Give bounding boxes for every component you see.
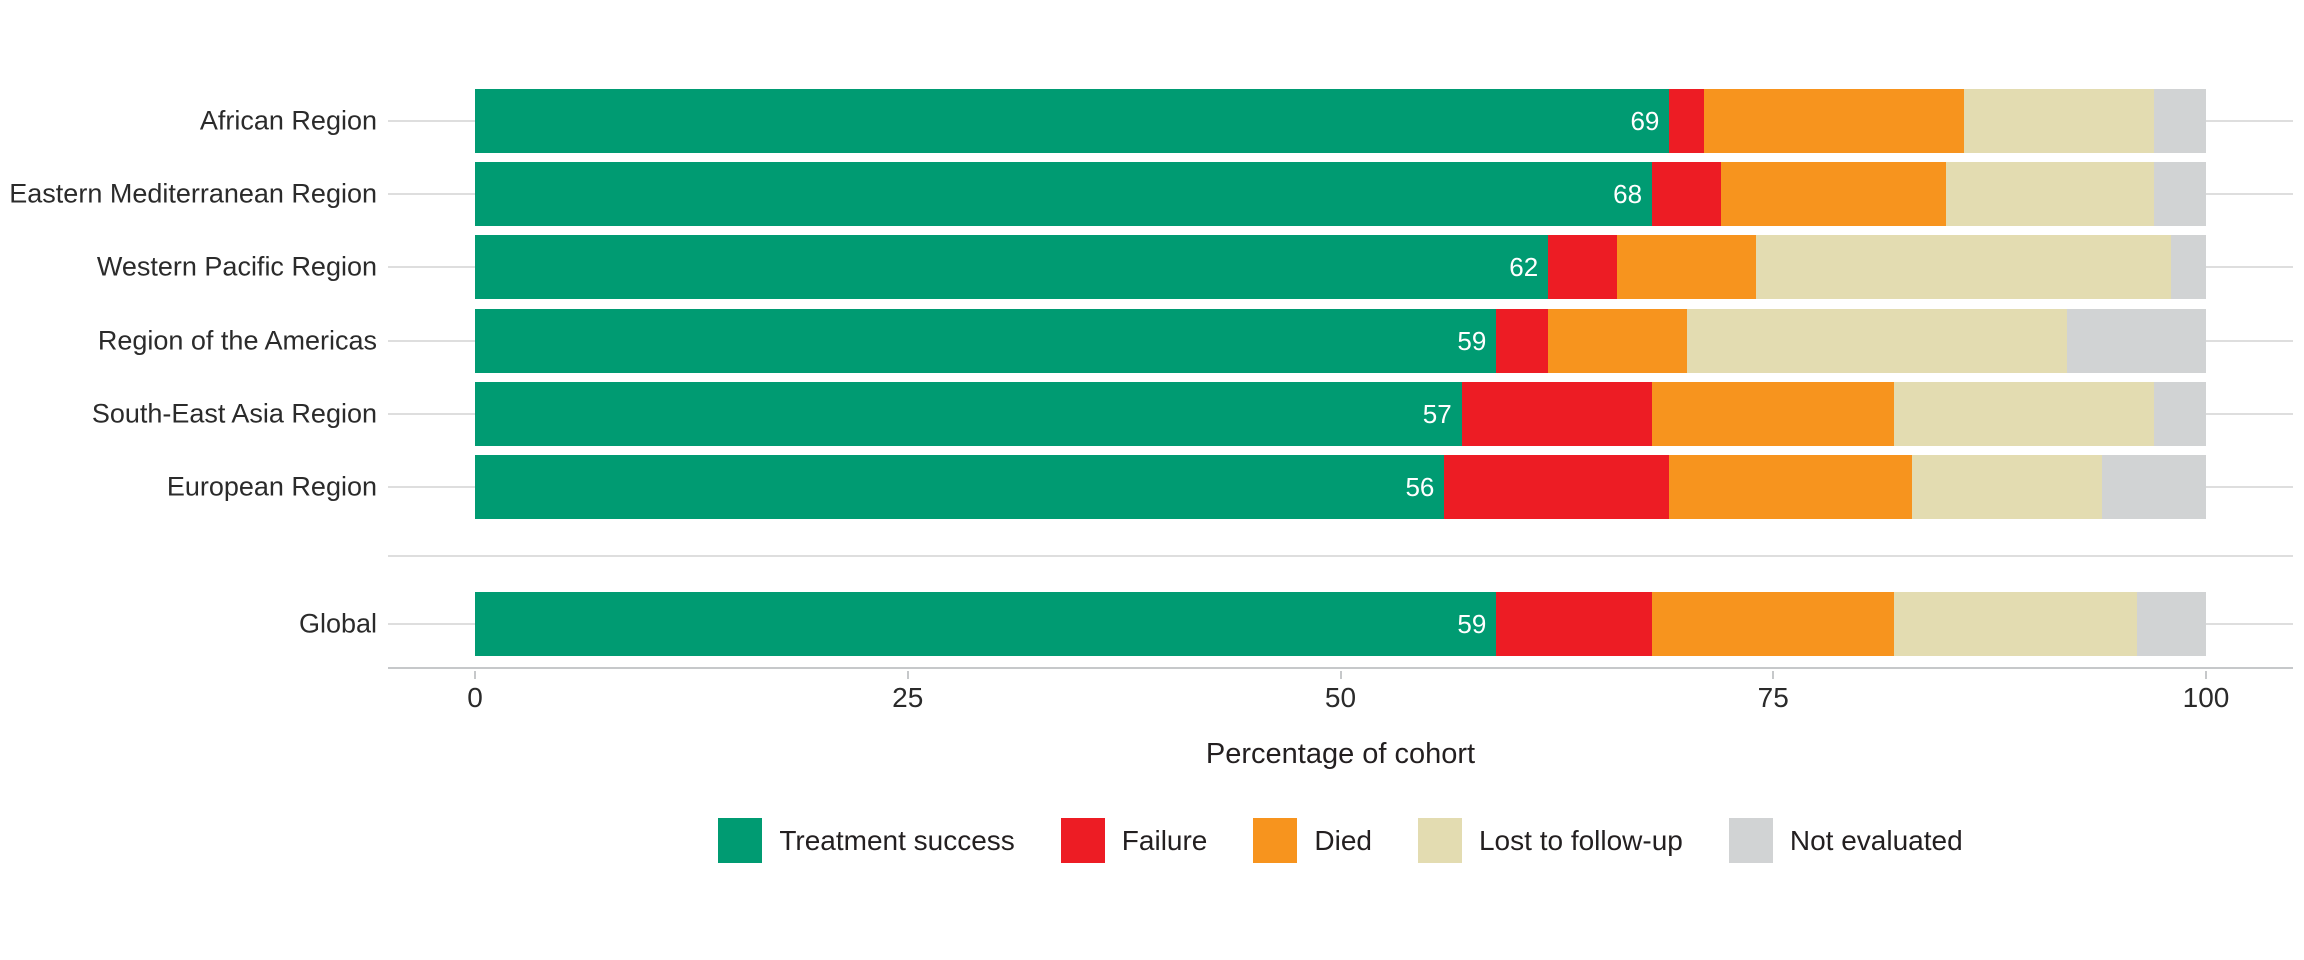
bar-segment-treatment-success: 56 — [475, 455, 1445, 519]
bar-segment-died — [1617, 235, 1756, 299]
bar-segment-treatment-success: 59 — [475, 309, 1497, 373]
legend-item-died: Died — [1253, 818, 1372, 863]
bar-segment-failure — [1444, 455, 1670, 519]
category-label-european-region: European Region — [166, 471, 377, 502]
bar-segment-lost-to-follow-up — [1894, 592, 2137, 656]
x-axis-title: Percentage of cohort — [1205, 738, 1476, 770]
bar-segment-died — [1652, 382, 1895, 446]
bar-segment-not-evaluated — [2171, 235, 2206, 299]
bar-segment-not-evaluated — [2102, 455, 2206, 519]
legend-item-failure: Failure — [1060, 818, 1208, 863]
bar-segment-died — [1703, 89, 1964, 153]
legend-label: Treatment success — [779, 824, 1015, 856]
category-label-western-pacific-region: Western Pacific Region — [96, 251, 377, 282]
bar-segment-lost-to-follow-up — [1946, 162, 2155, 226]
legend: Treatment success Failure Died Lost to foll… — [388, 818, 2293, 863]
bar-row-european-region: 56 — [475, 455, 2206, 519]
legend-label: Not evaluated — [1789, 824, 1963, 856]
bar-segment-failure — [1652, 162, 1722, 226]
bar-segment-lost-to-follow-up — [1911, 455, 2103, 519]
legend-label: Died — [1314, 824, 1372, 856]
legend-swatch-treatment-success — [718, 818, 763, 863]
bar-row-western-pacific-region: 62 — [475, 235, 2206, 299]
bar-segment-treatment-success: 68 — [475, 162, 1653, 226]
legend-label: Lost to follow-up — [1478, 824, 1683, 856]
bar-segment-treatment-success: 62 — [475, 235, 1549, 299]
plot-panel: 69 68 62 59 57 56 59 — [388, 0, 2293, 669]
bar-row-region-of-the-americas: 59 — [475, 309, 2206, 373]
bar-segment-lost-to-follow-up — [1755, 235, 2172, 299]
y-axis-category-labels: African Region Eastern Mediterranean Regi… — [0, 0, 377, 669]
bar-segment-not-evaluated — [2154, 382, 2206, 446]
bar-segment-failure — [1461, 382, 1653, 446]
x-tick-label-75: 75 — [1757, 682, 1789, 713]
gridline — [388, 555, 2293, 557]
legend-swatch-not-evaluated — [1728, 818, 1773, 863]
bar-segment-failure — [1496, 592, 1653, 656]
category-label-south-east-asia-region: South-East Asia Region — [91, 398, 377, 429]
legend-label: Failure — [1121, 824, 1208, 856]
legend-item-not-evaluated: Not evaluated — [1728, 818, 1963, 863]
x-tick-label-100: 100 — [2182, 682, 2230, 713]
bar-segment-failure — [1669, 89, 1704, 153]
x-tick-mark — [1772, 671, 1775, 679]
x-tick-mark — [1339, 671, 1342, 679]
x-tick-mark — [906, 671, 909, 679]
bar-segment-not-evaluated — [2067, 309, 2206, 373]
legend-swatch-died — [1253, 818, 1298, 863]
x-tick-label-0: 0 — [467, 682, 483, 713]
bar-value-label: 56 — [1405, 472, 1435, 502]
bar-row-south-east-asia-region: 57 — [475, 382, 2206, 446]
bar-row-african-region: 69 — [475, 89, 2206, 153]
legend-swatch-failure — [1060, 818, 1105, 863]
bar-value-label: 59 — [1457, 326, 1487, 356]
legend-item-lost-to-follow-up: Lost to follow-up — [1417, 818, 1683, 863]
bar-segment-failure — [1548, 235, 1618, 299]
bar-segment-treatment-success: 69 — [475, 89, 1670, 153]
category-label-african-region: African Region — [199, 105, 377, 136]
bar-segment-not-evaluated — [2154, 89, 2206, 153]
bar-segment-treatment-success: 57 — [475, 382, 1462, 446]
x-tick-label-25: 25 — [892, 682, 924, 713]
bar-row-eastern-mediterranean-region: 68 — [475, 162, 2206, 226]
x-tick-mark — [474, 671, 476, 679]
bar-segment-died — [1652, 592, 1895, 656]
bar-value-label: 59 — [1457, 609, 1487, 639]
category-label-global: Global — [298, 608, 377, 639]
bar-segment-not-evaluated — [2136, 592, 2206, 656]
bar-segment-lost-to-follow-up — [1894, 382, 2155, 446]
bar-row-global: 59 — [475, 592, 2206, 656]
bar-segment-failure — [1496, 309, 1549, 373]
bar-value-label: 68 — [1613, 179, 1643, 209]
category-label-eastern-mediterranean-region: Eastern Mediterranean Region — [9, 178, 377, 209]
bar-segment-treatment-success: 59 — [475, 592, 1497, 656]
bar-segment-died — [1548, 309, 1687, 373]
bar-value-label: 69 — [1630, 106, 1660, 136]
category-label-region-of-the-americas: Region of the Americas — [97, 325, 377, 356]
bar-segment-died — [1721, 162, 1947, 226]
bar-segment-died — [1669, 455, 1912, 519]
legend-item-treatment-success: Treatment success — [718, 818, 1015, 863]
bar-segment-lost-to-follow-up — [1963, 89, 2155, 153]
x-axis-line — [388, 667, 2293, 669]
bar-value-label: 57 — [1422, 399, 1452, 429]
bar-segment-lost-to-follow-up — [1686, 309, 2068, 373]
bar-segment-not-evaluated — [2154, 162, 2206, 226]
x-tick-mark — [2205, 671, 2207, 679]
x-tick-label-50: 50 — [1324, 682, 1357, 713]
bar-value-label: 62 — [1509, 252, 1539, 282]
legend-swatch-lost-to-follow-up — [1417, 818, 1462, 863]
